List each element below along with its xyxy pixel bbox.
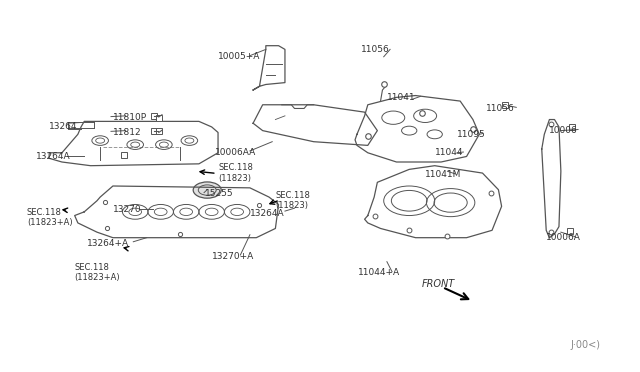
Text: 13270: 13270 <box>113 205 141 215</box>
Text: 13264: 13264 <box>49 122 77 131</box>
Text: 10006AA: 10006AA <box>215 148 256 157</box>
Text: 11044+A: 11044+A <box>358 268 401 277</box>
Text: SEC.118
(11823): SEC.118 (11823) <box>218 163 253 183</box>
Text: 11810P: 11810P <box>113 113 147 122</box>
Text: 10005+A: 10005+A <box>218 52 260 61</box>
Text: 13264A: 13264A <box>36 152 71 161</box>
Text: 11041: 11041 <box>387 93 415 102</box>
Text: FRONT: FRONT <box>422 279 455 289</box>
Text: 11812: 11812 <box>113 128 141 137</box>
Text: SEC.118
(11823+A): SEC.118 (11823+A) <box>75 263 120 282</box>
Text: 11056: 11056 <box>486 104 515 113</box>
Text: 11044: 11044 <box>435 148 463 157</box>
Text: J·00<): J·00<) <box>570 340 600 350</box>
Text: 10006: 10006 <box>549 126 578 135</box>
Text: SEC.118
(11823+A): SEC.118 (11823+A) <box>27 208 72 227</box>
Text: 11056: 11056 <box>362 45 390 54</box>
Text: SEC.118
(11823): SEC.118 (11823) <box>275 191 310 211</box>
Text: 11041M: 11041M <box>425 170 461 179</box>
Text: 13270+A: 13270+A <box>212 251 254 261</box>
Text: 15255: 15255 <box>205 189 234 198</box>
Circle shape <box>193 182 221 198</box>
Text: 10006A: 10006A <box>546 233 581 242</box>
Text: 13264+A: 13264+A <box>88 239 129 248</box>
Text: 13264A: 13264A <box>250 209 285 218</box>
Text: 11095: 11095 <box>457 130 486 139</box>
